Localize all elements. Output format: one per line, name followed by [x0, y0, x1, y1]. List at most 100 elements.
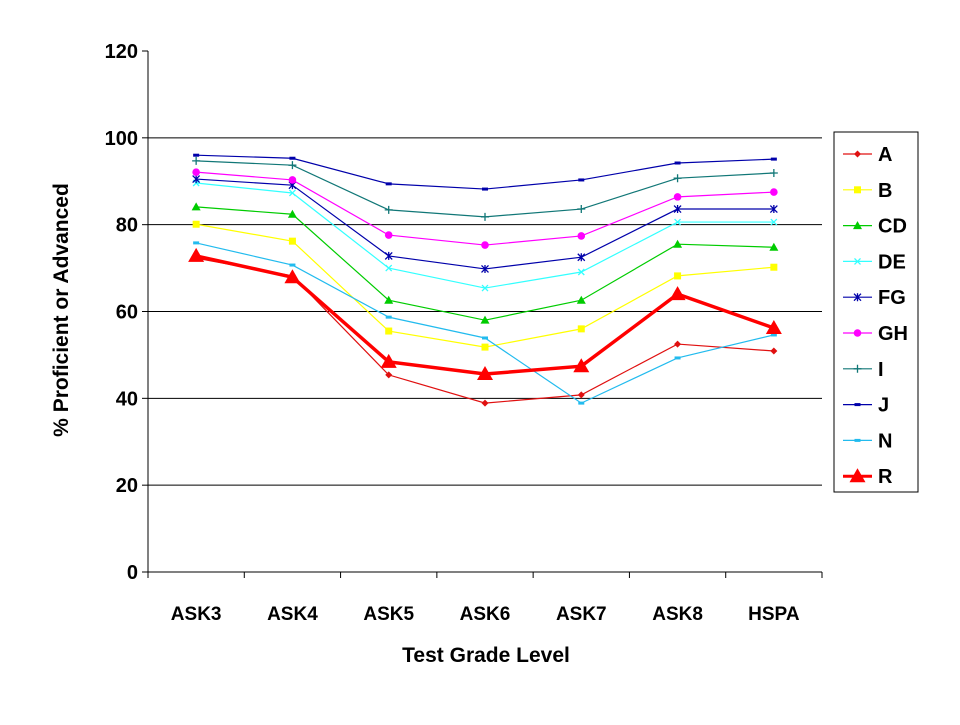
- data-point: [192, 220, 200, 228]
- data-point: [482, 187, 488, 191]
- legend-marker: [854, 403, 861, 407]
- y-tick-label: 120: [105, 41, 138, 63]
- data-point: [192, 175, 201, 184]
- y-axis-label: % Proficient or Advanced: [50, 183, 73, 437]
- data-point: [673, 174, 682, 183]
- x-axis-label: Test Grade Level: [402, 644, 570, 667]
- x-tick-label: ASK3: [171, 604, 222, 625]
- series-n: [193, 241, 777, 405]
- data-point: [770, 333, 777, 337]
- legend-marker: [853, 364, 862, 373]
- data-point: [673, 239, 683, 248]
- data-point: [384, 251, 393, 260]
- data-point: [384, 295, 394, 304]
- x-tick-label: ASK4: [267, 604, 318, 625]
- legend-label: A: [878, 144, 892, 166]
- data-point: [674, 218, 682, 226]
- legend-marker: [853, 293, 862, 302]
- legend-item: FG: [843, 287, 906, 309]
- series-gh: [192, 168, 778, 249]
- data-point: [384, 205, 393, 214]
- data-point: [769, 169, 778, 178]
- data-point: [289, 156, 296, 160]
- x-tick-label: ASK6: [460, 604, 511, 625]
- data-point: [578, 178, 585, 182]
- legend-label: B: [878, 180, 892, 202]
- data-point: [577, 268, 585, 276]
- series-cd: [191, 202, 779, 324]
- data-point: [769, 242, 779, 251]
- series-i: [192, 156, 778, 221]
- x-tick-label: ASK7: [556, 604, 607, 625]
- y-tick-label: 0: [127, 562, 138, 584]
- y-tick-label: 40: [116, 388, 138, 410]
- legend-label: I: [878, 359, 884, 381]
- legend-item: I: [843, 359, 884, 381]
- data-point: [573, 358, 590, 373]
- data-point: [481, 343, 489, 351]
- data-point: [385, 182, 392, 186]
- data-point: [288, 176, 297, 184]
- legend-label: J: [878, 395, 889, 417]
- data-point: [577, 253, 586, 262]
- data-point: [284, 269, 301, 284]
- legend-item: B: [843, 180, 892, 202]
- data-point: [289, 263, 296, 267]
- data-point: [380, 353, 397, 368]
- data-point: [192, 156, 201, 165]
- y-tick-label: 60: [116, 302, 138, 324]
- data-point: [481, 241, 489, 249]
- data-point: [385, 327, 393, 335]
- data-point: [673, 205, 682, 214]
- legend-item: GH: [843, 323, 908, 345]
- data-point: [770, 347, 778, 355]
- data-point: [481, 399, 489, 407]
- data-point: [384, 231, 393, 239]
- axes: 0 20 40 60 80 100 120 ASK3 ASK4 ASK5 ASK6 ASK7 ASK8 H…: [105, 41, 823, 625]
- data-point: [477, 366, 493, 381]
- data-point: [482, 336, 488, 340]
- data-point: [770, 157, 777, 161]
- data-point: [288, 189, 296, 197]
- series-fg: [192, 175, 778, 273]
- data-point: [193, 241, 200, 245]
- data-point: [287, 209, 297, 218]
- series-a: [192, 254, 778, 407]
- data-point: [577, 205, 586, 214]
- legend-item: N: [843, 430, 892, 452]
- legend-marker: [854, 186, 861, 194]
- legend-marker: [854, 257, 861, 265]
- data-point: [669, 286, 686, 301]
- data-point: [288, 161, 297, 170]
- legend-label: N: [878, 430, 892, 452]
- legend-item: DE: [843, 251, 906, 273]
- data-point: [576, 295, 586, 304]
- data-point: [481, 284, 489, 292]
- legend-marker: [854, 438, 861, 442]
- data-point: [577, 391, 585, 399]
- data-point: [192, 168, 200, 176]
- data-point: [770, 218, 778, 226]
- series-line: [196, 206, 774, 321]
- data-point: [577, 232, 586, 240]
- x-tick-label: ASK8: [652, 604, 703, 625]
- y-tick-label: 80: [116, 215, 138, 237]
- data-point: [765, 319, 782, 334]
- legend-marker: [853, 221, 862, 230]
- data-point: [193, 153, 200, 157]
- legend-marker: [853, 329, 862, 337]
- series-r: [188, 247, 782, 381]
- data-point: [481, 212, 489, 221]
- series-group: [188, 153, 782, 407]
- series-j: [193, 153, 777, 191]
- legend-label: DE: [878, 251, 906, 273]
- legend-item: CD: [843, 216, 907, 238]
- legend-marker: [854, 150, 861, 158]
- series-line: [196, 257, 774, 404]
- data-point: [577, 325, 585, 333]
- legend-label: FG: [878, 287, 906, 309]
- data-point: [480, 315, 490, 324]
- data-point: [674, 161, 681, 165]
